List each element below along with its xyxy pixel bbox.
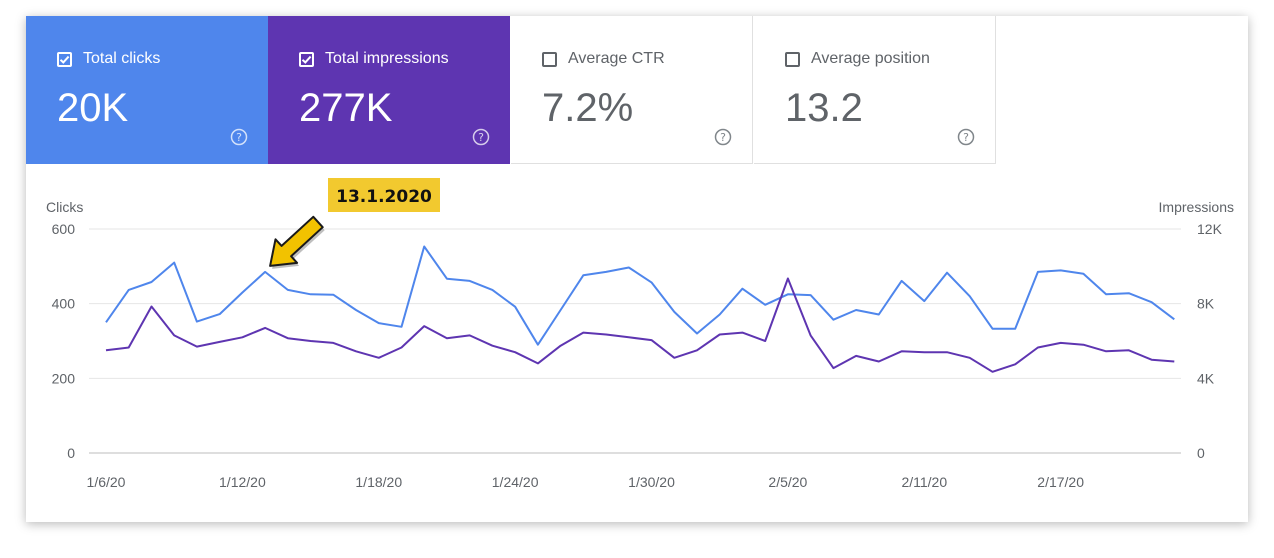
- metric-label: Average position: [811, 50, 930, 67]
- svg-text:?: ?: [478, 131, 484, 144]
- performance-chart[interactable]: 600 12K 400 8K 200 4K 0 0 Clicks Impressions 1/6/2…: [26, 16, 1248, 522]
- x-tick-label: 1/6/20: [87, 474, 126, 490]
- svg-text:?: ?: [720, 131, 726, 144]
- metric-label: Average CTR: [568, 50, 665, 67]
- x-tick-label: 1/24/20: [492, 474, 539, 490]
- y-left-tick-label: 0: [67, 445, 75, 461]
- metric-card-total-impressions[interactable]: Total impressions 277K ?: [268, 16, 510, 164]
- help-circle-icon[interactable]: ?: [472, 128, 490, 146]
- metric-value: 7.2%: [542, 86, 634, 130]
- metric-value: 277K: [299, 86, 393, 130]
- x-tick-label: 1/18/20: [355, 474, 402, 490]
- y-right-axis-title: Impressions: [1159, 199, 1234, 215]
- svg-text:?: ?: [963, 131, 969, 144]
- metric-label: Total impressions: [325, 50, 449, 67]
- x-tick-label: 1/12/20: [219, 474, 266, 490]
- x-tick-label: 2/11/20: [901, 474, 947, 490]
- checkbox-checked-icon[interactable]: [299, 52, 314, 67]
- metric-card-total-clicks[interactable]: Total clicks 20K ?: [26, 16, 268, 164]
- metric-label: Total clicks: [83, 50, 161, 67]
- arrow-pointer-icon: [269, 215, 324, 267]
- x-tick-label: 2/5/20: [768, 474, 807, 490]
- performance-panel: Total clicks 20K ? Total impressions 277…: [26, 16, 1248, 522]
- y-right-tick-label: 12K: [1197, 221, 1223, 237]
- x-tick-label: 1/30/20: [628, 474, 675, 490]
- help-circle-icon[interactable]: ?: [714, 128, 732, 146]
- y-left-tick-label: 200: [52, 370, 76, 386]
- y-left-tick-label: 600: [52, 221, 76, 237]
- annotation-label-box: [328, 178, 440, 212]
- metric-cards: Total clicks 20K ? Total impressions 277…: [26, 16, 1248, 164]
- series-line-total-impressions: [105, 277, 1175, 373]
- help-circle-icon[interactable]: ?: [230, 128, 248, 146]
- y-left-axis-title: Clicks: [46, 199, 83, 215]
- y-right-tick-label: 0: [1197, 445, 1205, 461]
- checkbox-checked-icon[interactable]: [57, 52, 72, 67]
- metric-value: 20K: [57, 86, 129, 130]
- help-circle-icon[interactable]: ?: [957, 128, 975, 146]
- y-right-tick-label: 8K: [1197, 296, 1215, 312]
- y-right-tick-label: 4K: [1197, 370, 1215, 386]
- checkbox-empty-icon[interactable]: [785, 52, 800, 67]
- checkbox-empty-icon[interactable]: [542, 52, 557, 67]
- metric-card-average-position[interactable]: Average position 13.2 ?: [754, 16, 996, 164]
- series-line-total-clicks: [105, 245, 1175, 346]
- annotation-label: 13.1.2020: [336, 187, 432, 207]
- y-left-tick-label: 400: [52, 296, 76, 312]
- metric-card-average-ctr[interactable]: Average CTR 7.2% ?: [511, 16, 753, 164]
- metric-value: 13.2: [785, 86, 863, 130]
- svg-text:?: ?: [236, 131, 242, 144]
- x-tick-label: 2/17/20: [1037, 474, 1084, 490]
